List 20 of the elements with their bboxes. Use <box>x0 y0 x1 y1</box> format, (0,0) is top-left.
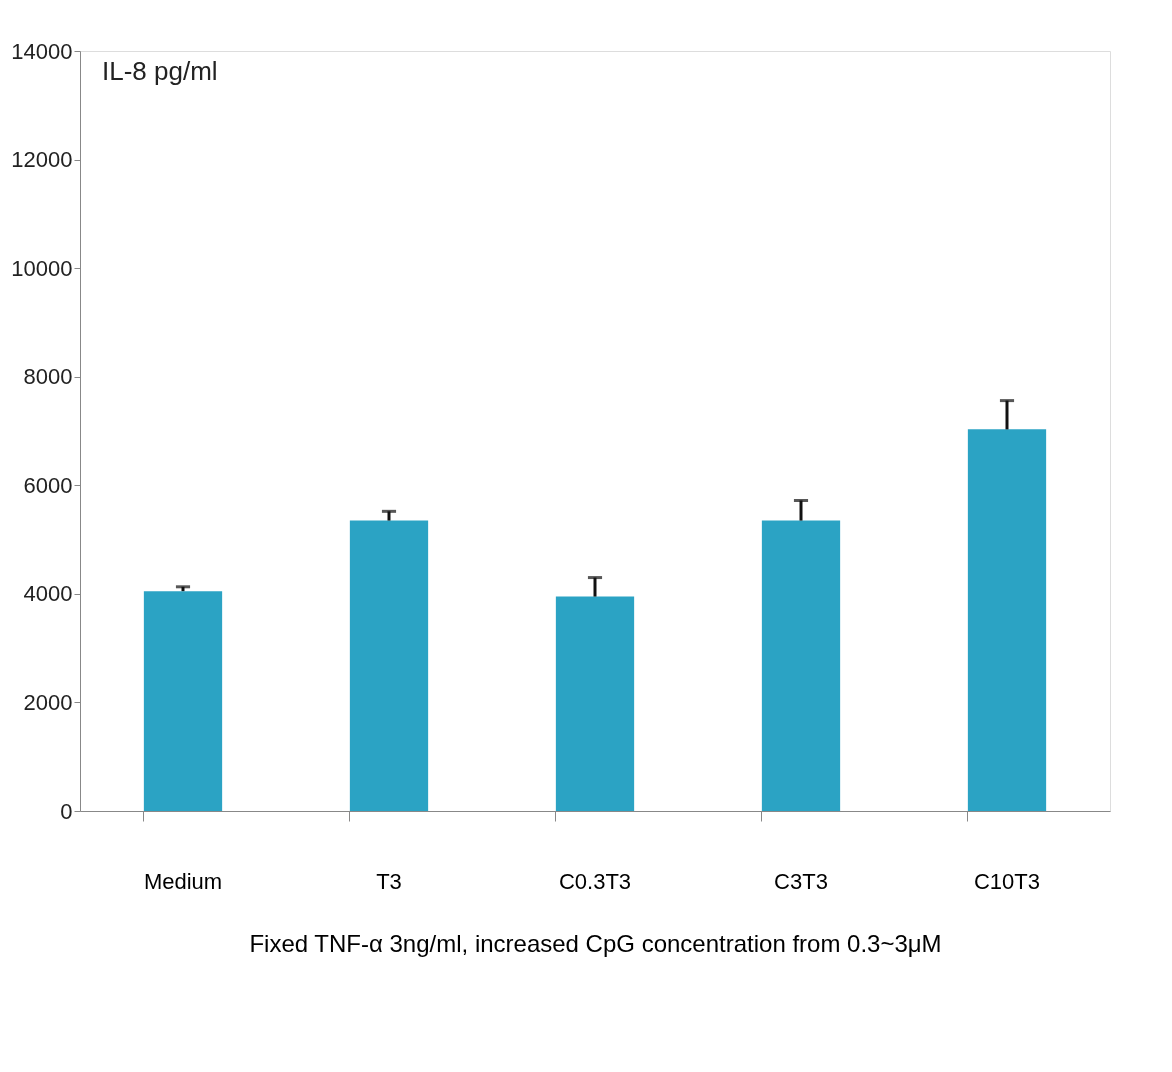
x-tick-label: Medium <box>143 868 223 894</box>
y-tick-label: 10000 <box>11 255 73 281</box>
x-tick-label: C3T3 <box>774 868 828 894</box>
y-axis-title: IL-8 pg/ml <box>102 56 218 86</box>
y-tick-label: 2000 <box>23 689 73 715</box>
x-tick-label: T3 <box>376 868 402 894</box>
y-tick-label: 12000 <box>11 147 73 173</box>
y-tick-label: 0 <box>60 798 73 824</box>
bar <box>761 520 841 811</box>
bar <box>555 596 635 811</box>
y-tick-label: 6000 <box>23 472 73 498</box>
bar <box>143 591 223 811</box>
bar <box>349 520 429 811</box>
x-tick-label: C10T3 <box>973 868 1041 894</box>
x-tick-label: C0.3T3 <box>558 868 632 894</box>
y-tick-label: 4000 <box>23 581 73 607</box>
y-tick-label: 14000 <box>11 38 73 64</box>
bar <box>967 429 1047 811</box>
x-axis-title: Fixed TNF-α 3ng/ml, increased CpG concentration from 0.3~3μM <box>249 929 942 957</box>
y-tick-label: 8000 <box>23 364 73 390</box>
